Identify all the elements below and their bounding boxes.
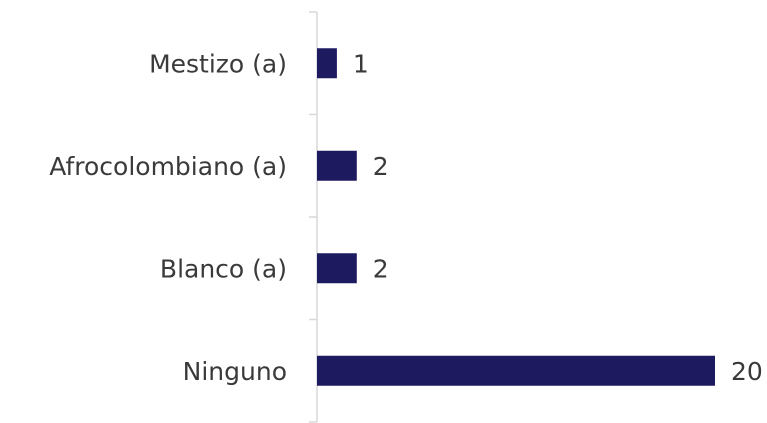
y-tick-label: Ninguno <box>183 357 287 386</box>
data-label: 20 <box>731 357 763 386</box>
y-tick-label: Blanco (a) <box>160 254 287 283</box>
data-label: 1 <box>353 49 369 78</box>
bar <box>317 253 357 284</box>
data-label: 2 <box>373 152 389 181</box>
y-tick-label: Afrocolombiano (a) <box>49 152 287 181</box>
bar <box>317 355 715 386</box>
y-tick-label: Mestizo (a) <box>149 49 287 78</box>
bar <box>317 48 337 79</box>
bar <box>317 150 357 181</box>
data-label: 2 <box>373 254 389 283</box>
